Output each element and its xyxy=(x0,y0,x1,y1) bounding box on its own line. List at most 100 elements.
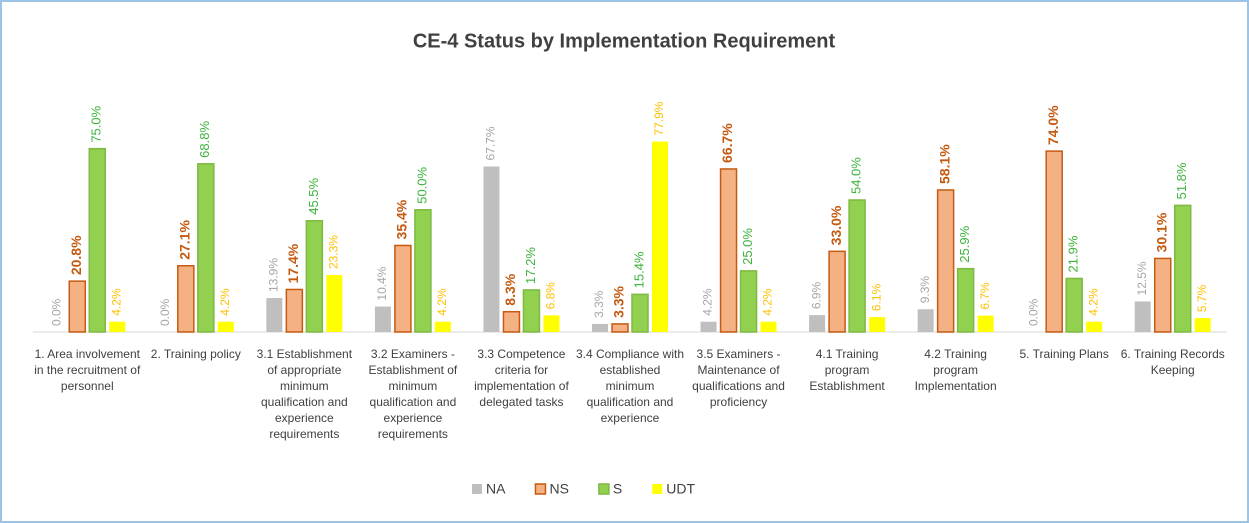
data-label: 35.4% xyxy=(394,199,410,239)
data-label: 4.2% xyxy=(435,288,449,316)
legend-marker xyxy=(472,484,482,494)
bar xyxy=(719,168,738,333)
data-label: 58.1% xyxy=(936,144,952,184)
data-label: 10.4% xyxy=(375,266,389,300)
x-tick-label: 3.4 Compliance with established minimum … xyxy=(575,347,685,425)
bar xyxy=(652,141,668,332)
chart-title: CE-4 Status by Implementation Requiremen… xyxy=(413,30,836,52)
data-label: 3.3% xyxy=(592,290,606,318)
data-label: 66.7% xyxy=(719,123,735,163)
x-tick-label: 1. Area involvement in the recruitment o… xyxy=(34,347,141,393)
bar xyxy=(1194,318,1211,332)
bar xyxy=(1153,257,1172,333)
x-tick-label: 3.1 Establishment of appropriate minimum… xyxy=(256,347,353,441)
data-label: 20.8% xyxy=(68,235,84,275)
bar xyxy=(592,323,608,332)
x-tick-label-box: 4.1 Training program Establishment xyxy=(809,347,885,393)
data-label: 33.0% xyxy=(828,205,844,245)
legend-marker xyxy=(598,483,610,495)
x-tick-label-box: 2. Training policy xyxy=(150,347,241,361)
bar xyxy=(414,209,432,333)
x-tick-label-box: 3.5 Examiners - Maintenance of qualifica… xyxy=(692,347,785,409)
bar xyxy=(956,267,975,333)
x-tick-label-box: 1. Area involvement in the recruitment o… xyxy=(34,347,141,393)
bar xyxy=(611,323,629,333)
data-label: 21.9% xyxy=(1066,235,1081,272)
data-label: 4.2% xyxy=(109,288,123,316)
data-label: 67.7% xyxy=(484,126,498,160)
bar xyxy=(68,280,87,333)
data-label: 27.1% xyxy=(177,220,193,260)
bar xyxy=(869,317,886,332)
data-label: 30.1% xyxy=(1153,212,1169,252)
legend-marker xyxy=(652,484,663,494)
data-label: 17.4% xyxy=(285,243,301,283)
bar xyxy=(828,250,846,333)
data-label: 50.0% xyxy=(414,166,429,203)
data-label: 6.8% xyxy=(544,282,558,310)
bar xyxy=(177,265,195,333)
bar xyxy=(1134,301,1151,332)
bar xyxy=(543,315,560,332)
data-label: 25.0% xyxy=(740,228,755,265)
x-tick-label-box: 6. Training Records Keeping xyxy=(1120,347,1225,377)
data-label: 17.2% xyxy=(523,247,538,284)
data-label: 68.8% xyxy=(197,121,212,158)
bar xyxy=(305,220,324,333)
data-label: 54.0% xyxy=(849,157,864,194)
x-tick-label: 4.2 Training program Implementation xyxy=(914,347,997,393)
bar xyxy=(434,321,451,332)
bar xyxy=(266,298,283,332)
data-label: 15.4% xyxy=(631,251,646,288)
bar xyxy=(522,289,541,333)
legend-label: NA xyxy=(486,481,506,497)
data-label: 4.2% xyxy=(701,288,715,316)
data-label: 25.9% xyxy=(957,225,972,262)
x-tick-label-box: 5. Training Plans xyxy=(1019,347,1108,361)
bar xyxy=(760,321,777,332)
data-label: 74.0% xyxy=(1045,105,1061,145)
bar xyxy=(936,189,955,333)
data-label: 3.3% xyxy=(611,285,627,317)
bar xyxy=(917,309,934,332)
x-tick-label: 4.1 Training program Establishment xyxy=(809,347,885,393)
data-label: 75.0% xyxy=(89,105,104,142)
data-label: 9.3% xyxy=(918,276,932,304)
bar xyxy=(739,270,758,333)
bar xyxy=(631,293,649,333)
x-tick-label-box: 3.4 Compliance with established minimum … xyxy=(575,347,685,425)
bar xyxy=(197,163,215,333)
data-label: 4.2% xyxy=(761,288,775,316)
bar xyxy=(700,321,717,332)
data-label: 51.8% xyxy=(1174,162,1189,199)
data-label: 23.3% xyxy=(327,235,341,269)
bar xyxy=(483,166,500,332)
x-tick-label: 3.5 Examiners - Maintenance of qualifica… xyxy=(692,347,785,409)
bar xyxy=(109,321,126,332)
data-label: 0.0% xyxy=(158,298,172,326)
bar xyxy=(217,321,234,332)
x-tick-label: 2. Training policy xyxy=(150,347,241,361)
legend-label: UDT xyxy=(666,481,695,497)
bar xyxy=(1045,150,1063,333)
bar xyxy=(502,310,521,333)
bar xyxy=(88,147,107,333)
data-label: 45.5% xyxy=(306,177,321,214)
data-label: 5.7% xyxy=(1195,284,1209,312)
x-tick-label-box: 3.2 Examiners - Establishment of minimum… xyxy=(369,347,458,441)
x-tick-label: 6. Training Records Keeping xyxy=(1120,347,1225,377)
data-label: 77.9% xyxy=(652,101,666,135)
data-label: 6.7% xyxy=(978,282,992,310)
x-tick-label-box: 3.1 Establishment of appropriate minimum… xyxy=(256,347,353,441)
data-label: 4.2% xyxy=(1086,288,1100,316)
bar xyxy=(1086,321,1103,332)
bar xyxy=(977,315,994,332)
bar xyxy=(809,315,826,332)
data-label: 8.3% xyxy=(502,273,518,305)
data-label: 4.2% xyxy=(218,288,232,316)
data-label: 13.9% xyxy=(267,258,281,292)
legend-marker xyxy=(534,483,547,495)
bar xyxy=(285,288,304,333)
